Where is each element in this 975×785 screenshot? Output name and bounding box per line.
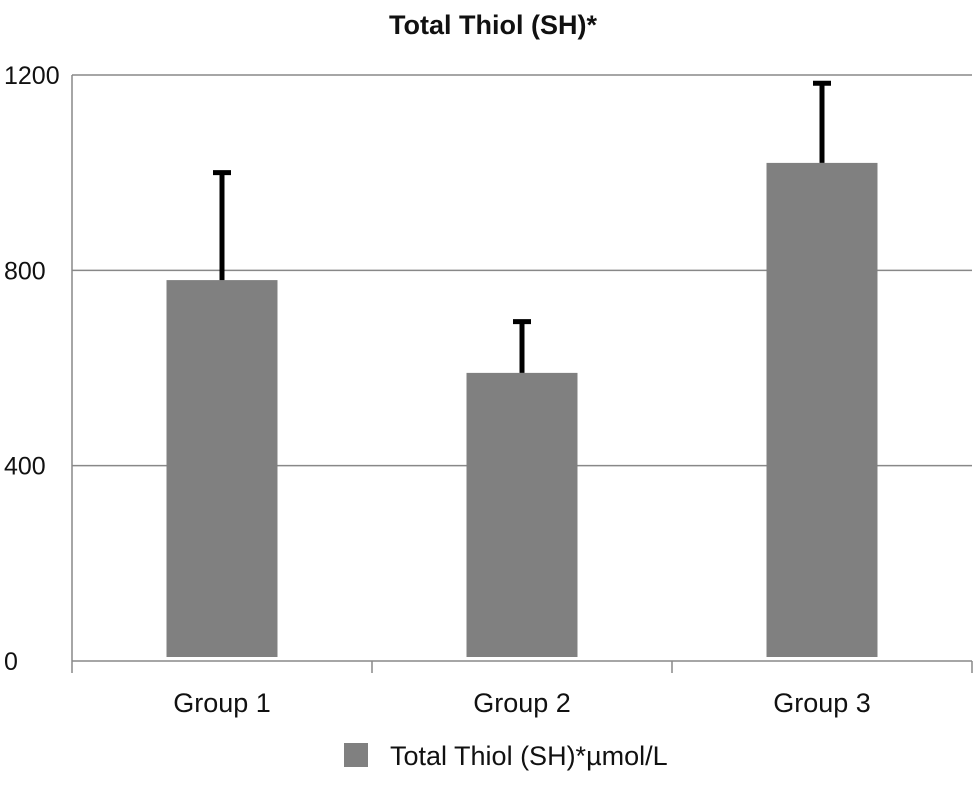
bar xyxy=(466,372,578,657)
legend-label: Total Thiol (SH)*µmol/L xyxy=(390,741,668,771)
legend: Total Thiol (SH)*µmol/L xyxy=(344,741,668,771)
y-tick-label: 0 xyxy=(4,648,18,676)
y-tick-labels: 0 400 800 1200 xyxy=(4,62,60,676)
bars xyxy=(166,162,878,657)
y-tick-label: 400 xyxy=(4,453,46,481)
y-tick-label: 800 xyxy=(4,257,46,285)
axes xyxy=(71,75,973,673)
bar xyxy=(166,280,278,657)
y-tick-label: 1200 xyxy=(4,62,60,90)
x-category-label: Group 1 xyxy=(173,688,271,718)
legend-swatch xyxy=(344,743,368,767)
x-category-label: Group 2 xyxy=(473,688,571,718)
x-category-labels: Group 1 Group 2 Group 3 xyxy=(173,688,871,718)
x-category-label: Group 3 xyxy=(773,688,871,718)
bar xyxy=(766,162,878,657)
chart-title: Total Thiol (SH)* xyxy=(389,10,597,40)
error-bars xyxy=(213,80,831,373)
